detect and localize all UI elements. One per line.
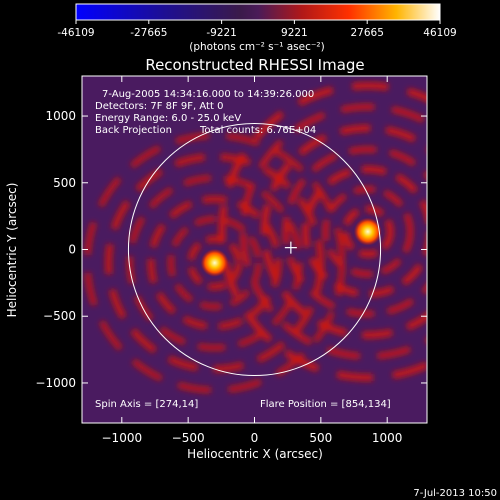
colorbar-tick-label: -46109 xyxy=(57,27,94,39)
x-tick-label: −500 xyxy=(172,431,205,445)
annotation-energy: Energy Range: 6.0 - 25.0 keV xyxy=(95,113,241,124)
flare-sources xyxy=(200,217,382,277)
interference-ring xyxy=(126,174,303,351)
y-tick-label: 0 xyxy=(68,243,76,257)
x-axis-label: Heliocentric X (arcsec) xyxy=(187,447,323,461)
y-tick-label: −1000 xyxy=(35,376,76,390)
image-bands xyxy=(84,82,427,394)
annotation-time-range: 7-Aug-2005 14:34:16.000 to 14:39:26.000 xyxy=(102,89,314,100)
colorbar-tick-label: 9221 xyxy=(281,27,308,39)
y-axis-label: Heliocentric Y (arcsec) xyxy=(5,183,19,318)
colorbar-ticks: -46109 -27665 -9221 9221 27665 46109 xyxy=(57,20,457,39)
colorbar xyxy=(75,3,441,21)
spin-axis-marker xyxy=(284,241,297,254)
annotation-flare-position: Flare Position = [854,134] xyxy=(260,399,391,410)
interference-ring xyxy=(322,186,414,278)
x-tick-label: −1000 xyxy=(102,431,143,445)
interference-ring xyxy=(167,216,262,310)
interference-ring xyxy=(301,165,427,298)
chart-title: Reconstructed RHESSI Image xyxy=(145,56,364,74)
colorbar-tick-label: 46109 xyxy=(423,27,456,39)
interference-ring xyxy=(341,205,394,258)
x-tick-label: 500 xyxy=(309,431,332,445)
flare-source xyxy=(200,248,229,277)
solar-limb xyxy=(127,122,382,377)
y-tick-label: 500 xyxy=(53,176,76,190)
interference-ring xyxy=(260,124,427,339)
y-tick-label: 1000 xyxy=(45,109,76,123)
y-tick-label: −500 xyxy=(43,309,76,323)
flare-source xyxy=(353,217,382,246)
interference-ring xyxy=(240,103,427,360)
interference-ring xyxy=(147,195,282,331)
interference-ring xyxy=(218,82,427,382)
interference-ring xyxy=(282,146,427,317)
image-area xyxy=(82,76,427,423)
colorbar-unit-label: (photons cm⁻² s⁻¹ asec⁻²) xyxy=(189,41,324,53)
annotation-detectors: Detectors: 7F 8F 9F, Att 0 xyxy=(95,101,223,112)
interference-ring xyxy=(187,235,243,291)
x-tick-label: 1000 xyxy=(372,431,403,445)
colorbar-tick-label: 27665 xyxy=(350,27,383,39)
annotation-counts: Total counts: 6.76E+04 xyxy=(199,125,316,136)
annotation-spin-axis: Spin Axis = [274,14] xyxy=(95,399,198,410)
x-tick-label: 0 xyxy=(251,431,259,445)
colorbar-tick-label: -27665 xyxy=(130,27,167,39)
axis-ticks: −1000 −500 0 500 1000 −1000 −500 0 500 1000 xyxy=(35,76,427,445)
annotation-method: Back Projection xyxy=(95,125,172,136)
colorbar-tick-label: -9221 xyxy=(206,27,237,39)
footer-date: 7-Jul-2013 10:50 xyxy=(413,488,497,499)
